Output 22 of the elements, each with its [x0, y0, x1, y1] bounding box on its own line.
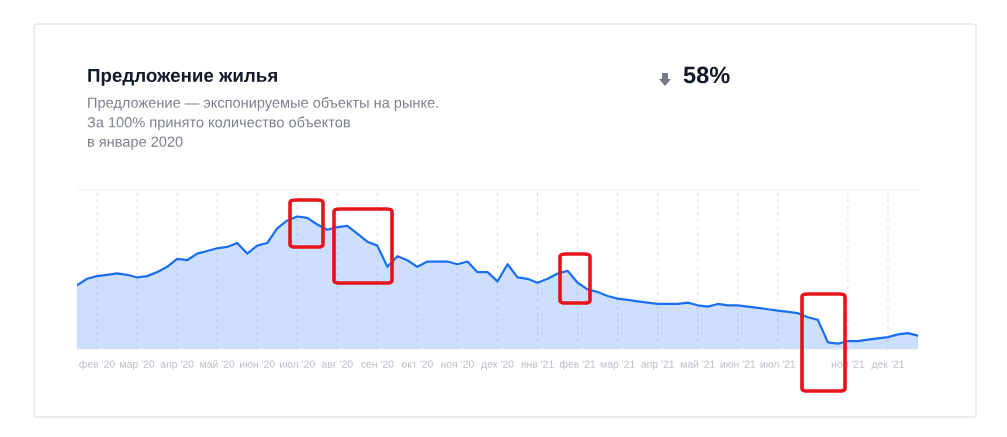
x-tick-label: янв '21 [520, 360, 554, 368]
text: 58% [683, 66, 730, 84]
x-tick-label: май '20 [200, 359, 235, 368]
x-tick-label: июл '20 [280, 360, 315, 368]
chart-title: Предложение жилья [88, 68, 277, 86]
x-tick-label: апр '20 [160, 360, 194, 370]
x-tick-label: окт '20 [401, 360, 433, 368]
x-tick-label: фев '21 [559, 360, 596, 370]
x-tick-label: июн '21 [720, 360, 756, 368]
x-tick-label: ноя '20 [441, 360, 474, 368]
x-tick-label: дек '21 [871, 360, 904, 370]
x-tick-label: дек '20 [481, 360, 514, 370]
chart-subtitle: Предложение — экспонируемые объекты на рынке. За 100% принято количество объектов в январе 2020 [87, 97, 438, 150]
x-tick-label: мар '20 [120, 360, 155, 370]
x-tick-label: мар '21 [600, 360, 635, 370]
x-tick-label: авг '20 [321, 360, 353, 368]
x-tick-label: июн '20 [240, 360, 275, 368]
x-tick-label: июл '21 [760, 360, 796, 368]
x-tick-label: фев '20 [79, 360, 115, 370]
x-tick-label: апр '21 [641, 360, 675, 370]
x-tick-label: май '21 [680, 359, 715, 368]
x-tick-label: сен '20 [361, 360, 394, 368]
